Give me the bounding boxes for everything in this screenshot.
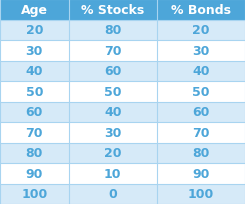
FancyBboxPatch shape	[157, 122, 245, 143]
FancyBboxPatch shape	[69, 20, 157, 41]
Text: 40: 40	[104, 106, 122, 119]
Text: 30: 30	[104, 126, 121, 139]
FancyBboxPatch shape	[69, 61, 157, 82]
Text: 70: 70	[192, 126, 210, 139]
Text: 70: 70	[104, 44, 122, 58]
Text: % Stocks: % Stocks	[81, 4, 144, 17]
Text: 50: 50	[104, 85, 122, 98]
FancyBboxPatch shape	[157, 41, 245, 61]
FancyBboxPatch shape	[0, 102, 69, 122]
FancyBboxPatch shape	[0, 41, 69, 61]
FancyBboxPatch shape	[0, 82, 69, 102]
Text: 50: 50	[25, 85, 43, 98]
FancyBboxPatch shape	[69, 82, 157, 102]
Text: 80: 80	[104, 24, 121, 37]
FancyBboxPatch shape	[69, 122, 157, 143]
FancyBboxPatch shape	[157, 61, 245, 82]
Text: % Bonds: % Bonds	[171, 4, 231, 17]
Text: 100: 100	[188, 187, 214, 200]
Text: 50: 50	[192, 85, 210, 98]
Text: 20: 20	[192, 24, 210, 37]
FancyBboxPatch shape	[69, 0, 157, 20]
FancyBboxPatch shape	[69, 102, 157, 122]
Text: 60: 60	[192, 106, 209, 119]
Text: 60: 60	[104, 65, 121, 78]
FancyBboxPatch shape	[157, 20, 245, 41]
FancyBboxPatch shape	[69, 41, 157, 61]
Text: 40: 40	[192, 65, 210, 78]
Text: 40: 40	[25, 65, 43, 78]
Text: 100: 100	[21, 187, 48, 200]
FancyBboxPatch shape	[157, 0, 245, 20]
FancyBboxPatch shape	[0, 20, 69, 41]
FancyBboxPatch shape	[157, 143, 245, 163]
FancyBboxPatch shape	[69, 143, 157, 163]
FancyBboxPatch shape	[69, 163, 157, 184]
FancyBboxPatch shape	[0, 61, 69, 82]
Text: 30: 30	[192, 44, 209, 58]
FancyBboxPatch shape	[0, 0, 69, 20]
Text: 0: 0	[108, 187, 117, 200]
Text: 20: 20	[104, 146, 122, 160]
FancyBboxPatch shape	[157, 102, 245, 122]
Text: 80: 80	[26, 146, 43, 160]
Text: 80: 80	[192, 146, 209, 160]
Text: Age: Age	[21, 4, 48, 17]
FancyBboxPatch shape	[157, 82, 245, 102]
Text: 20: 20	[25, 24, 43, 37]
FancyBboxPatch shape	[0, 143, 69, 163]
Text: 90: 90	[192, 167, 209, 180]
Text: 90: 90	[26, 167, 43, 180]
FancyBboxPatch shape	[0, 184, 69, 204]
FancyBboxPatch shape	[0, 163, 69, 184]
Text: 30: 30	[26, 44, 43, 58]
FancyBboxPatch shape	[157, 163, 245, 184]
FancyBboxPatch shape	[0, 122, 69, 143]
Text: 60: 60	[26, 106, 43, 119]
FancyBboxPatch shape	[157, 184, 245, 204]
FancyBboxPatch shape	[69, 184, 157, 204]
Text: 10: 10	[104, 167, 122, 180]
Text: 70: 70	[25, 126, 43, 139]
